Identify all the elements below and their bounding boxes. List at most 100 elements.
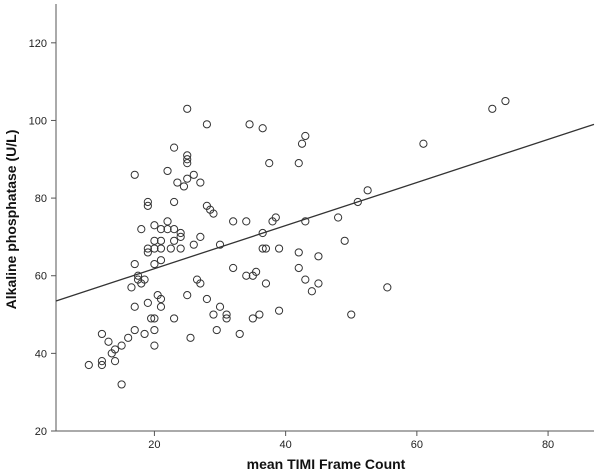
y-tick-label: 20 <box>35 426 47 438</box>
data-point <box>169 143 179 152</box>
data-point <box>183 155 192 164</box>
data-point <box>314 252 323 261</box>
x-tick-label: 40 <box>280 439 292 451</box>
data-point <box>130 170 139 179</box>
data-point <box>347 310 356 319</box>
data-point <box>294 159 303 168</box>
x-tick-label: 20 <box>148 439 160 451</box>
data-point <box>340 236 349 245</box>
x-axis-ticks: 20 40 60 80 <box>148 431 554 451</box>
data-point <box>169 225 179 234</box>
data-point <box>143 298 152 307</box>
data-point <box>242 271 251 280</box>
data-point <box>215 302 225 311</box>
y-tick-label: 60 <box>35 271 47 283</box>
data-point <box>173 178 182 187</box>
data-point <box>147 314 156 323</box>
data-point <box>255 310 264 319</box>
data-point <box>143 197 152 207</box>
plot-frame <box>55 4 594 432</box>
data-point <box>140 329 149 339</box>
data-point <box>163 217 172 226</box>
data-point <box>248 314 257 323</box>
data-point <box>150 236 159 245</box>
data-point <box>202 294 212 304</box>
data-point <box>186 333 195 342</box>
data-point <box>176 228 185 238</box>
y-axis-ticks: 20 40 60 80 100 120 <box>29 38 56 438</box>
data-point <box>294 248 303 257</box>
data-point <box>258 228 267 238</box>
y-axis-title: Alkaline phosphatase (U/L) <box>3 130 19 310</box>
data-point <box>156 244 166 253</box>
data-point <box>222 314 231 323</box>
data-point <box>196 178 205 187</box>
data-point <box>307 287 316 296</box>
data-point <box>271 213 280 222</box>
data-point <box>124 333 133 342</box>
data-point <box>179 182 189 191</box>
data-point <box>261 244 271 253</box>
data-point <box>163 166 172 176</box>
y-tick-label: 80 <box>35 193 47 205</box>
data-point <box>133 271 143 280</box>
data-point <box>242 217 251 226</box>
data-point <box>202 120 212 129</box>
data-point <box>419 139 428 148</box>
data-point <box>143 248 152 257</box>
data-point <box>156 236 166 245</box>
data-point <box>150 314 159 323</box>
data-point <box>383 283 392 292</box>
data-point <box>169 314 179 323</box>
data-point <box>97 329 107 339</box>
data-point <box>156 256 166 265</box>
data-point <box>301 131 310 141</box>
y-tick-label: 40 <box>35 348 47 360</box>
data-point <box>196 232 205 242</box>
data-point <box>130 259 139 269</box>
data-point <box>166 244 175 253</box>
data-point <box>156 294 166 304</box>
data-point <box>209 310 218 319</box>
data-point <box>110 345 120 354</box>
data-point <box>265 159 274 168</box>
data-point <box>97 360 107 370</box>
data-point <box>176 244 185 253</box>
data-point <box>176 232 185 242</box>
data-point <box>140 275 149 284</box>
data-point <box>488 104 497 113</box>
data-point <box>196 279 205 288</box>
data-point <box>84 360 93 370</box>
x-axis-title: mean TIMI Frame Count <box>247 456 406 472</box>
data-point <box>183 174 192 183</box>
data-point <box>501 96 510 106</box>
y-tick-label: 100 <box>29 115 47 127</box>
data-point <box>156 225 166 234</box>
data-point <box>143 244 152 253</box>
data-point <box>258 244 267 253</box>
data-point <box>245 120 254 129</box>
data-point <box>183 151 192 160</box>
data-point <box>183 291 192 300</box>
data-point <box>314 279 323 288</box>
data-point <box>189 240 198 249</box>
data-point <box>353 197 362 207</box>
data-point <box>169 197 179 207</box>
data-point <box>209 209 218 218</box>
data-point <box>130 325 139 335</box>
data-point <box>127 283 136 292</box>
data-point <box>169 236 179 245</box>
x-tick-label: 60 <box>411 439 423 451</box>
data-point <box>229 217 238 226</box>
data-point <box>294 263 303 273</box>
data-point <box>258 124 267 133</box>
data-point <box>143 201 152 210</box>
data-point <box>334 213 343 222</box>
data-point <box>97 357 107 366</box>
data-point <box>130 302 139 311</box>
data-point <box>183 104 192 113</box>
data-point <box>110 357 120 366</box>
data-point <box>117 341 126 350</box>
data-point <box>215 240 225 249</box>
data-points <box>84 96 510 389</box>
